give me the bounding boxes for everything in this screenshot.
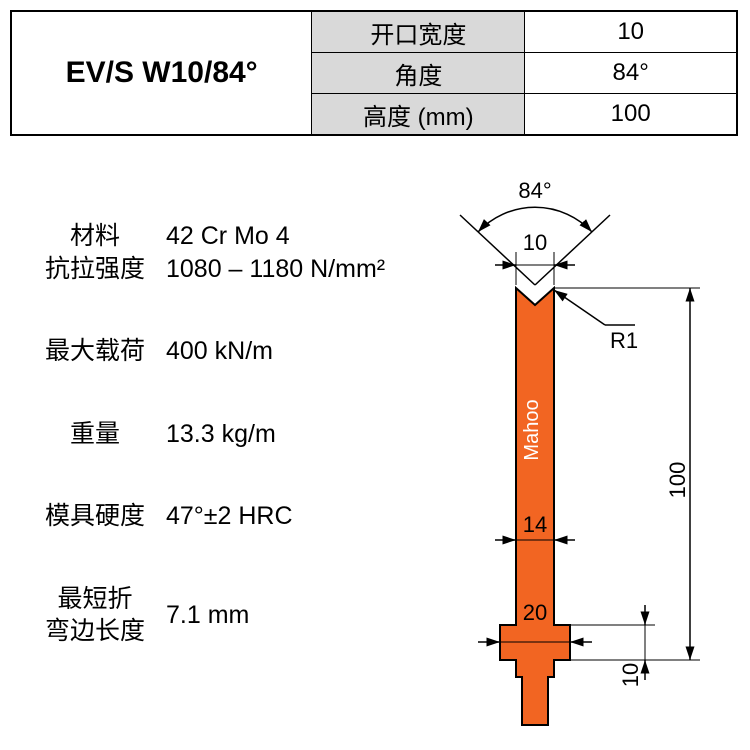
header-label-1: 角度: [312, 53, 525, 94]
spec-label: 最短折 弯边长度: [30, 583, 160, 648]
spec-row: 材料 抗拉强度 42 Cr Mo 4 1080 – 1180 N/mm²: [30, 220, 385, 285]
svg-text:10: 10: [523, 230, 547, 255]
svg-text:100: 100: [665, 462, 690, 499]
bottom-dim: 10: [570, 605, 655, 687]
svg-text:10: 10: [618, 663, 643, 687]
header-value-1: 84°: [525, 53, 737, 94]
header-value-2: 100: [525, 94, 737, 136]
spec-value: 47°±2 HRC: [166, 500, 293, 533]
spec-value: 7.1 mm: [166, 599, 249, 632]
svg-text:14: 14: [523, 512, 547, 537]
spec-label: 模具硬度: [30, 500, 160, 533]
svg-text:R1: R1: [610, 328, 638, 353]
technical-diagram: 84° 10 Mahoo R1 100 10: [410, 170, 740, 730]
spec-label: 最大载荷: [30, 335, 160, 368]
radius-leader: R1: [554, 290, 638, 353]
header-table: EV/S W10/84° 开口宽度 10 角度 84° 高度 (mm) 100: [10, 10, 738, 136]
header-label-0: 开口宽度: [312, 11, 525, 53]
width14-dim: 14: [495, 512, 575, 540]
header-label-2: 高度 (mm): [312, 94, 525, 136]
spec-row: 模具硬度 47°±2 HRC: [30, 500, 385, 533]
specs-list: 材料 抗拉强度 42 Cr Mo 4 1080 – 1180 N/mm² 最大载…: [30, 220, 385, 698]
spec-row: 重量 13.3 kg/m: [30, 418, 385, 451]
opening-dim: 10: [495, 230, 575, 285]
spec-value: 42 Cr Mo 4 1080 – 1180 N/mm²: [166, 220, 385, 285]
spec-label: 重量: [30, 418, 160, 451]
svg-text:20: 20: [523, 600, 547, 625]
spec-row: 最短折 弯边长度 7.1 mm: [30, 583, 385, 648]
spec-row: 最大载荷 400 kN/m: [30, 335, 385, 368]
svg-text:Mahoo: Mahoo: [521, 399, 543, 460]
spec-label: 材料 抗拉强度: [30, 220, 160, 285]
spec-value: 13.3 kg/m: [166, 418, 276, 451]
model-title: EV/S W10/84°: [11, 11, 312, 135]
header-value-0: 10: [525, 11, 737, 53]
svg-text:84°: 84°: [518, 178, 551, 203]
spec-value: 400 kN/m: [166, 335, 273, 368]
die-body: Mahoo: [500, 288, 570, 725]
